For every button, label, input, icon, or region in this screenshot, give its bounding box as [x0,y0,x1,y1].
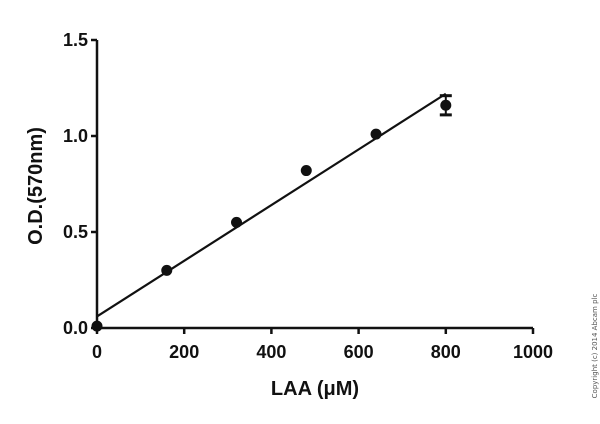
y-axis-title: O.D.(570nm) [25,127,47,245]
x-tick-label: 1000 [513,342,553,362]
data-point [300,165,312,177]
axes: 0.0 0.5 1.0 1.5 0 200 400 600 800 1000 [63,30,553,362]
data-point [370,128,382,140]
data-point [161,264,173,276]
y-tick-label: 1.5 [63,30,88,50]
x-tick-label: 200 [169,342,199,362]
data-point [91,320,103,332]
y-tick-label: 0.5 [63,222,88,242]
data-point [440,99,452,111]
y-tick-label: 0.0 [63,318,88,338]
copyright-notice: Copyright (c) 2014 Abcam plc [591,294,599,399]
regression-line [96,92,447,318]
x-tick-label: 600 [344,342,374,362]
x-axis-title: LAA (μM) [271,378,359,400]
data-points [91,94,452,332]
fit-line [96,92,447,318]
data-point [231,216,243,228]
x-tick-label: 400 [256,342,286,362]
y-tick-label: 1.0 [63,126,88,146]
x-tick-label: 0 [92,342,102,362]
x-tick-label: 800 [431,342,461,362]
